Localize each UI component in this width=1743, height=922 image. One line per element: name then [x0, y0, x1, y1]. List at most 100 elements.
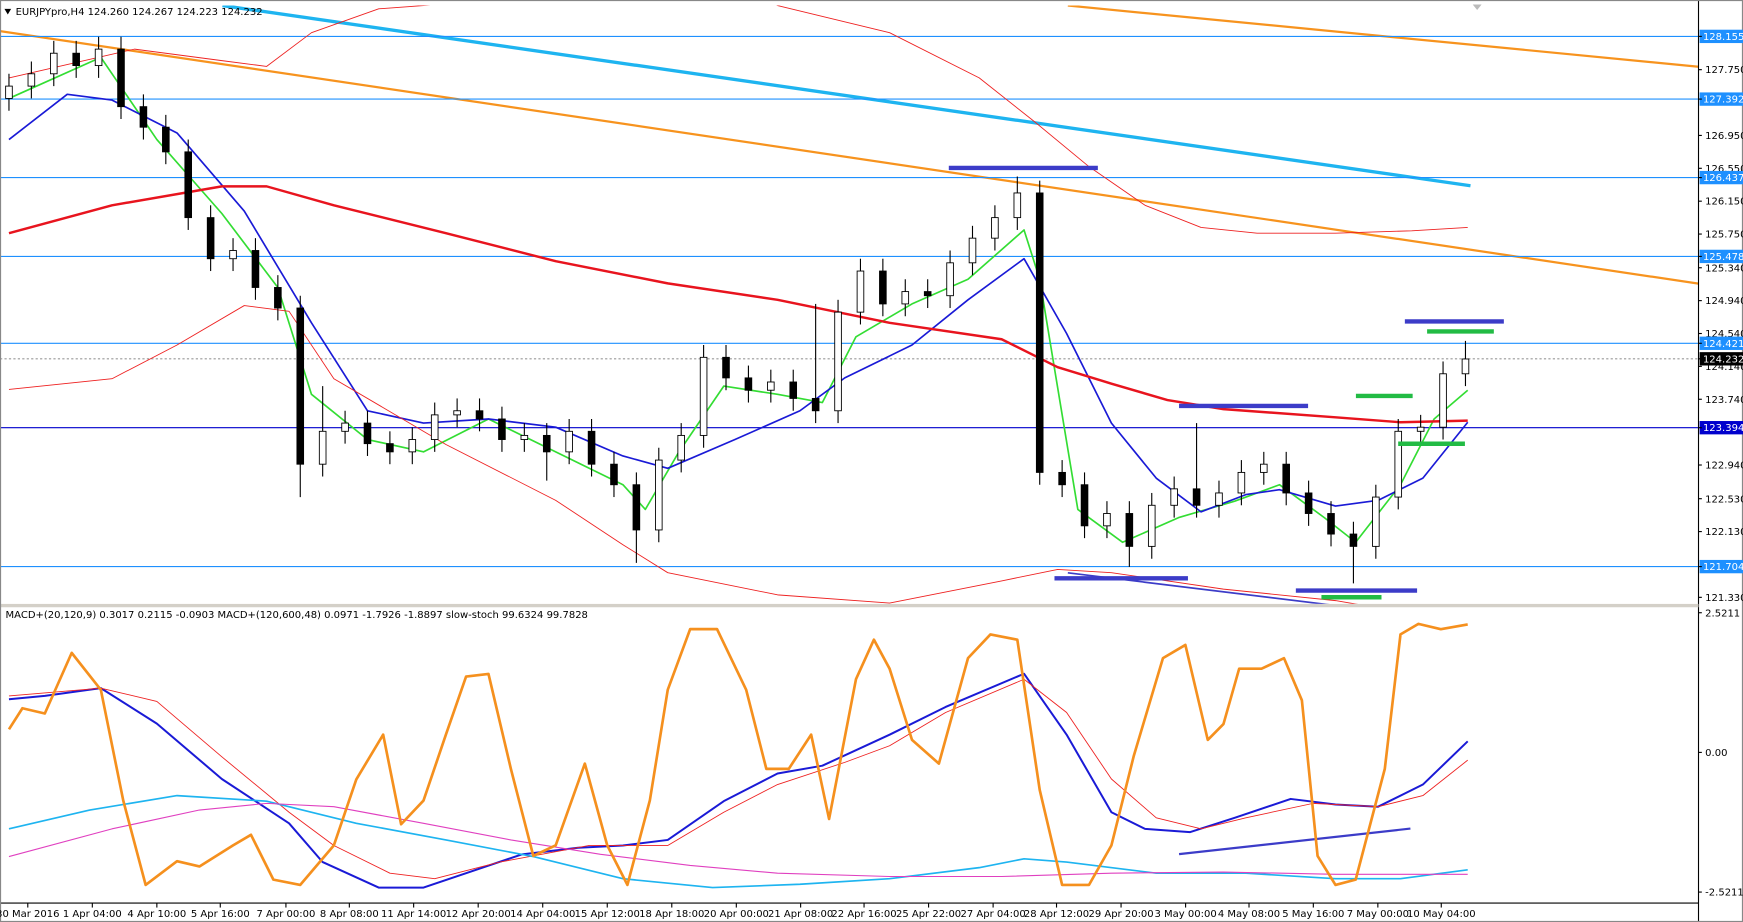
candle-body — [1416, 426, 1425, 432]
candle-body — [1058, 471, 1066, 486]
y-tick-label: -2.5211 — [1705, 888, 1743, 899]
y-tick-label: 127.750 — [1705, 65, 1743, 76]
indicator-line — [7, 622, 1468, 887]
candle-body — [1461, 358, 1470, 375]
price-label-bg — [1699, 249, 1743, 264]
candle-body — [1035, 192, 1044, 473]
price-label-bg — [1699, 92, 1743, 106]
y-tick-label: 126.550 — [1705, 164, 1743, 175]
x-tick-label: 22 Apr 16:00 — [831, 909, 896, 920]
indicator-line — [8, 802, 1468, 878]
indicator-line — [8, 678, 1468, 880]
x-tick-label: 10 May 04:00 — [1407, 909, 1476, 920]
candle-body — [610, 463, 618, 486]
indicator-pane — [7, 622, 1469, 889]
candle-body — [117, 48, 125, 108]
y-tick-label: 124.940 — [1705, 296, 1743, 307]
candle-body — [655, 459, 663, 531]
indicator-line — [8, 794, 1468, 889]
y-tick-label: 125.478 — [1703, 252, 1743, 263]
y-tick-label: 124.421 — [1703, 339, 1743, 350]
window-menu-arrow[interactable] — [4, 8, 12, 15]
candle-body — [498, 418, 506, 440]
y-tick-label: 122.130 — [1705, 527, 1743, 538]
y-tick-label: 128.155 — [1703, 32, 1743, 43]
indicator-title: MACD+(20,120,9) 0.3017 0.2115 -0.0903 MA… — [6, 610, 588, 621]
candle-body — [72, 52, 80, 67]
candle-body — [744, 377, 753, 391]
x-tick-label: 21 Apr 08:00 — [768, 909, 833, 920]
price-label-bg — [1699, 352, 1743, 366]
candle-body — [1080, 484, 1089, 527]
candle-body — [318, 430, 327, 465]
candle-body — [879, 270, 887, 305]
y-tick-label: 126.950 — [1705, 131, 1743, 142]
candle-body — [408, 439, 417, 453]
y-tick-label: 127.392 — [1703, 95, 1743, 106]
candle-body — [1192, 488, 1201, 506]
candle-body — [363, 422, 372, 445]
candle-body — [94, 48, 103, 67]
price-label-bg — [1699, 170, 1743, 185]
x-tick-label: 5 Apr 16:00 — [191, 909, 250, 920]
price-label-bg — [1699, 421, 1743, 435]
candle-body — [1282, 463, 1290, 494]
x-tick-label: 25 Apr 22:00 — [896, 909, 961, 920]
x-tick-label: 27 Apr 04:00 — [961, 909, 1026, 920]
candle-body — [1147, 504, 1156, 547]
candle-body — [542, 434, 551, 453]
candle-body — [1304, 492, 1313, 514]
candle-body — [341, 422, 349, 432]
price-label-bg — [1699, 336, 1743, 350]
y-tick-label: 124.540 — [1705, 329, 1743, 340]
candle-body — [722, 356, 730, 379]
candle-body — [677, 434, 685, 461]
x-tick-label: 20 Apr 00:00 — [704, 909, 769, 920]
candle-body — [811, 397, 820, 412]
x-tick-label: 30 Mar 2016 — [0, 909, 59, 920]
indicator-line — [8, 185, 1468, 424]
y-tick-label: 125.750 — [1705, 230, 1743, 241]
pane-separator — [0, 603, 1699, 608]
candle-body — [946, 262, 954, 297]
y-tick-label: 126.437 — [1703, 173, 1743, 184]
candle-body — [296, 307, 305, 465]
candle-body — [49, 52, 58, 75]
candle-body — [229, 250, 237, 260]
candle-body — [1215, 492, 1223, 506]
y-tick-label: 121.330 — [1705, 593, 1743, 604]
y-tick-label: 123.394 — [1703, 423, 1743, 434]
indicator-line — [8, 5, 1468, 234]
candle-body — [162, 126, 170, 153]
trendline — [1178, 827, 1411, 856]
x-tick-label: 11 Apr 14:00 — [381, 909, 446, 920]
candle-body — [1260, 463, 1268, 473]
y-tick-label: 121.704 — [1703, 562, 1743, 573]
y-tick-label: 2.5211 — [1705, 608, 1740, 619]
x-tick-label: 14 Apr 04:00 — [510, 909, 575, 920]
y-tick-label: 126.150 — [1705, 197, 1743, 208]
candle-body — [923, 291, 932, 297]
y-tick-label: 124.232 — [1703, 354, 1743, 365]
candle-body — [1349, 533, 1358, 547]
y-tick-label: 124.140 — [1705, 362, 1743, 373]
candle-body — [520, 434, 529, 440]
candle-body — [632, 484, 641, 531]
chart-title: EURJPYpro,H4 124.260 124.267 124.223 124… — [16, 7, 263, 18]
trendline — [222, 5, 1471, 188]
x-tick-label: 8 Apr 08:00 — [320, 909, 379, 920]
candle-body — [1125, 513, 1134, 547]
drawn-levels — [948, 165, 1504, 600]
candle-body — [789, 381, 798, 399]
x-tick-label: 15 Apr 12:00 — [575, 909, 640, 920]
x-tick-label: 28 Apr 12:00 — [1024, 909, 1089, 920]
candle-body — [453, 410, 461, 416]
candle-body — [430, 414, 439, 440]
y-tick-label: 122.530 — [1705, 494, 1743, 505]
candle-body — [1237, 471, 1246, 494]
x-tick-label: 29 Apr 20:00 — [1088, 909, 1153, 920]
candle-body — [856, 270, 865, 313]
x-tick-label: 7 Apr 00:00 — [256, 909, 315, 920]
x-tick-label: 5 May 16:00 — [1282, 909, 1344, 920]
